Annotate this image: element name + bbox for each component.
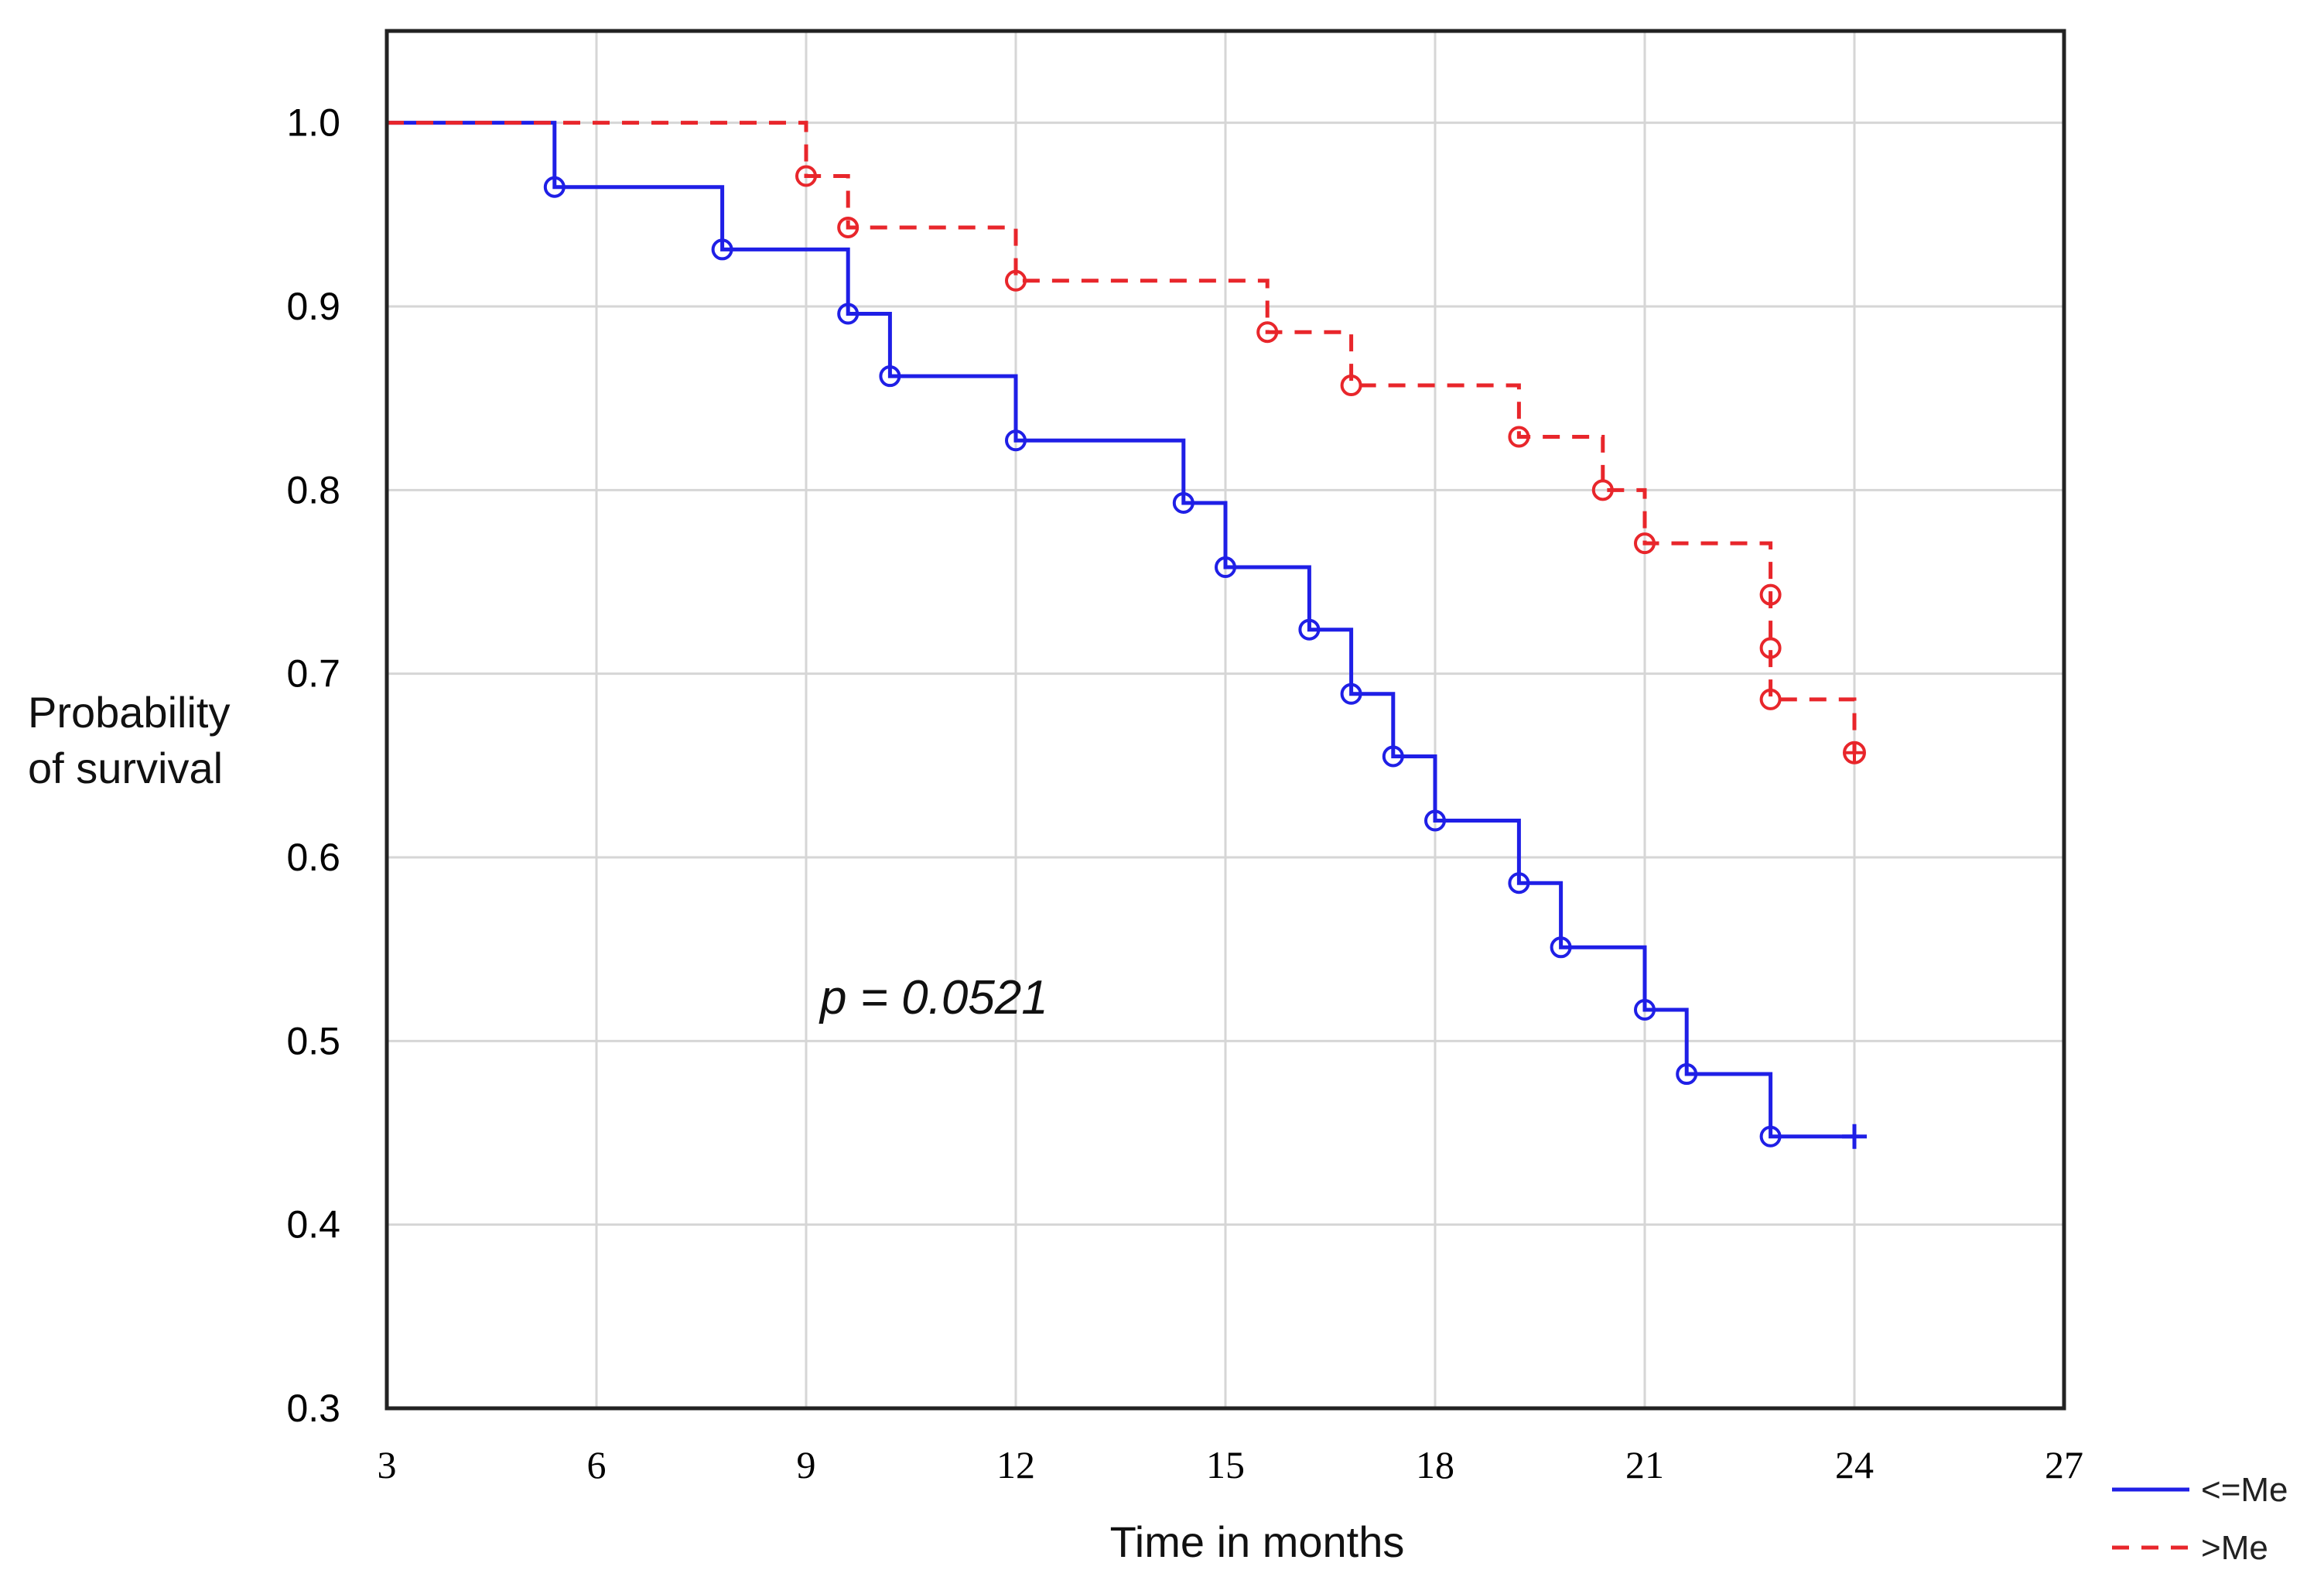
series-line-gt-me	[387, 121, 1857, 753]
censor-marker-le-me	[1382, 745, 1404, 768]
censor-marker-le-me	[1340, 682, 1362, 705]
censor-marker-le-me	[1298, 618, 1321, 641]
grid-lines	[387, 31, 2064, 1408]
x-tick-label: 24	[1835, 1443, 1874, 1486]
censor-marker-gt-me	[1759, 583, 1782, 606]
y-tick-label: 0.8	[286, 468, 340, 511]
x-tick-label: 3	[378, 1443, 397, 1486]
series-layer	[387, 121, 1867, 1149]
censor-marker-gt-me	[1634, 532, 1656, 555]
x-axis-label: Time in months	[1110, 1517, 1405, 1566]
x-tick-label: 27	[2045, 1443, 2083, 1486]
censor-marker-gt-me	[1340, 375, 1362, 397]
legend: <=Me >Me	[2112, 1471, 2288, 1567]
x-tick-label: 9	[797, 1443, 816, 1486]
censor-marker-le-me	[711, 238, 733, 261]
end-marker-le-me	[1842, 1124, 1867, 1149]
legend-label-gt-me: >Me	[2201, 1529, 2268, 1567]
y-tick-label: 0.3	[286, 1387, 340, 1430]
censor-marker-le-me	[1005, 429, 1027, 452]
y-tick-label: 0.6	[286, 836, 340, 879]
x-tick-label: 18	[1416, 1443, 1454, 1486]
y-tick-label: 0.5	[286, 1019, 340, 1062]
censor-marker-gt-me	[1759, 637, 1782, 659]
censor-marker-gt-me	[1759, 688, 1782, 710]
censor-marker-le-me	[1424, 809, 1446, 832]
y-axis-label-line-1: Probability	[28, 688, 230, 737]
x-tick-labels: 3 6 9 12 15 18 21 24 27	[378, 1443, 2084, 1486]
p-value-annotation: p = 0.0521	[819, 971, 1048, 1024]
y-tick-label: 0.4	[286, 1203, 340, 1247]
x-tick-label: 21	[1625, 1443, 1664, 1486]
censor-marker-gt-me	[1508, 426, 1530, 448]
censor-marker-gt-me	[1591, 479, 1614, 501]
censor-marker-gt-me	[1256, 321, 1279, 344]
y-tick-labels: 0.3 0.4 0.5 0.6 0.7 0.8 0.9 1.0	[286, 101, 340, 1430]
legend-label-le-me: <=Me	[2201, 1471, 2288, 1509]
censor-marker-le-me	[1508, 872, 1530, 894]
censor-marker-gt-me	[837, 216, 860, 238]
censor-marker-le-me	[1215, 556, 1236, 579]
censor-marker-le-me	[1759, 1125, 1782, 1148]
censor-marker-le-me	[1172, 491, 1194, 514]
plot-frame	[384, 29, 2066, 1411]
censor-marker-le-me	[543, 176, 566, 198]
y-tick-label: 0.7	[286, 652, 340, 696]
series-line-le-me	[387, 121, 1854, 1139]
x-tick-label: 12	[996, 1443, 1035, 1486]
y-tick-label: 0.9	[286, 285, 340, 328]
censor-marker-le-me	[1550, 936, 1572, 959]
censor-marker-gt-me	[795, 165, 817, 187]
censor-marker-le-me	[879, 365, 901, 388]
censor-marker-le-me	[1676, 1063, 1698, 1086]
y-axis-label-line-2: of survival	[28, 744, 223, 792]
censor-marker-le-me	[837, 303, 860, 325]
y-tick-label: 1.0	[286, 101, 340, 145]
censor-marker-le-me	[1634, 998, 1656, 1021]
x-tick-label: 6	[587, 1443, 607, 1486]
end-marker-cross	[1844, 742, 1864, 763]
censor-marker-gt-me	[1005, 269, 1027, 292]
end-marker-gt-me	[1843, 741, 1866, 765]
x-tick-label: 15	[1206, 1443, 1245, 1486]
